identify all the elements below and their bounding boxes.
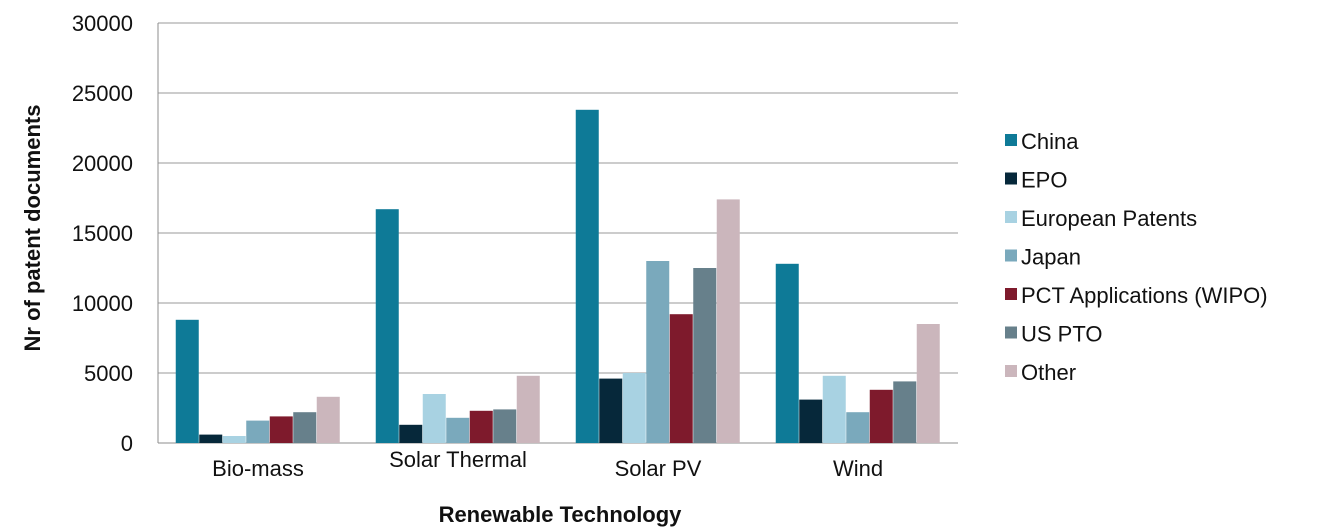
gridlines	[157, 22, 958, 444]
y-tick-label: 0	[121, 431, 133, 456]
bar-us-pto	[693, 268, 717, 443]
bar-japan	[646, 261, 670, 443]
legend: China EPO European Patents Japan PCT Applica…	[1005, 129, 1268, 385]
bar-china	[175, 319, 199, 443]
bar-china	[575, 109, 599, 444]
bar-pct-applications-wipo	[869, 389, 893, 443]
y-tick-label: 5000	[84, 361, 133, 386]
legend-label: Other	[1021, 360, 1076, 385]
y-tick-label: 20000	[72, 151, 133, 176]
bar-us-pto	[293, 412, 317, 443]
bar-epo	[399, 424, 423, 443]
y-axis-title: Nr of patent documents	[20, 105, 45, 352]
legend-swatch	[1005, 365, 1017, 377]
y-tick-label: 15000	[72, 221, 133, 246]
bar-japan	[846, 412, 870, 443]
x-category-label: Wind	[833, 456, 883, 481]
bar-us-pto	[893, 381, 917, 443]
legend-swatch	[1005, 134, 1017, 146]
legend-swatch	[1005, 326, 1017, 339]
bar-european-patents	[422, 394, 446, 443]
bars	[175, 109, 940, 444]
bar-other	[916, 324, 940, 443]
bar-china	[375, 209, 399, 443]
bar-european-patents	[822, 375, 846, 443]
legend-swatch	[1005, 172, 1017, 185]
legend-swatch	[1005, 211, 1017, 223]
legend-swatch	[1005, 288, 1017, 300]
legend-label: European Patents	[1021, 206, 1197, 231]
y-tick-label: 25000	[72, 81, 133, 106]
bar-other	[516, 375, 540, 443]
bar-us-pto	[493, 409, 517, 443]
legend-label: EPO	[1021, 168, 1067, 193]
y-tick-labels: 0 5000 10000 15000 20000 25000 30000	[72, 11, 133, 456]
legend-label: China	[1021, 129, 1079, 154]
bar-epo	[599, 378, 623, 443]
legend-swatch	[1005, 249, 1017, 262]
x-category-labels: Bio-mass Solar Thermal Solar PV Wind	[212, 447, 883, 481]
bar-epo	[199, 434, 223, 443]
bar-japan	[446, 417, 470, 443]
x-category-label: Solar PV	[615, 456, 702, 481]
x-axis-title: Renewable Technology	[439, 502, 683, 527]
x-category-label: Solar Thermal	[389, 447, 527, 472]
bar-european-patents	[622, 373, 646, 443]
legend-label: Japan	[1021, 245, 1081, 270]
bar-japan	[246, 420, 270, 443]
bar-china	[775, 263, 799, 443]
bar-pct-applications-wipo	[469, 410, 493, 443]
bar-other	[716, 199, 740, 443]
bar-epo	[799, 399, 823, 443]
x-category-label: Bio-mass	[212, 456, 304, 481]
bar-pct-applications-wipo	[269, 416, 293, 443]
legend-label: US PTO	[1021, 322, 1103, 347]
bar-other	[316, 396, 340, 443]
legend-label: PCT Applications (WIPO)	[1021, 283, 1268, 308]
bar-european-patents	[222, 436, 246, 443]
y-tick-label: 10000	[72, 291, 133, 316]
bar-pct-applications-wipo	[669, 314, 693, 443]
y-tick-label: 30000	[72, 11, 133, 36]
